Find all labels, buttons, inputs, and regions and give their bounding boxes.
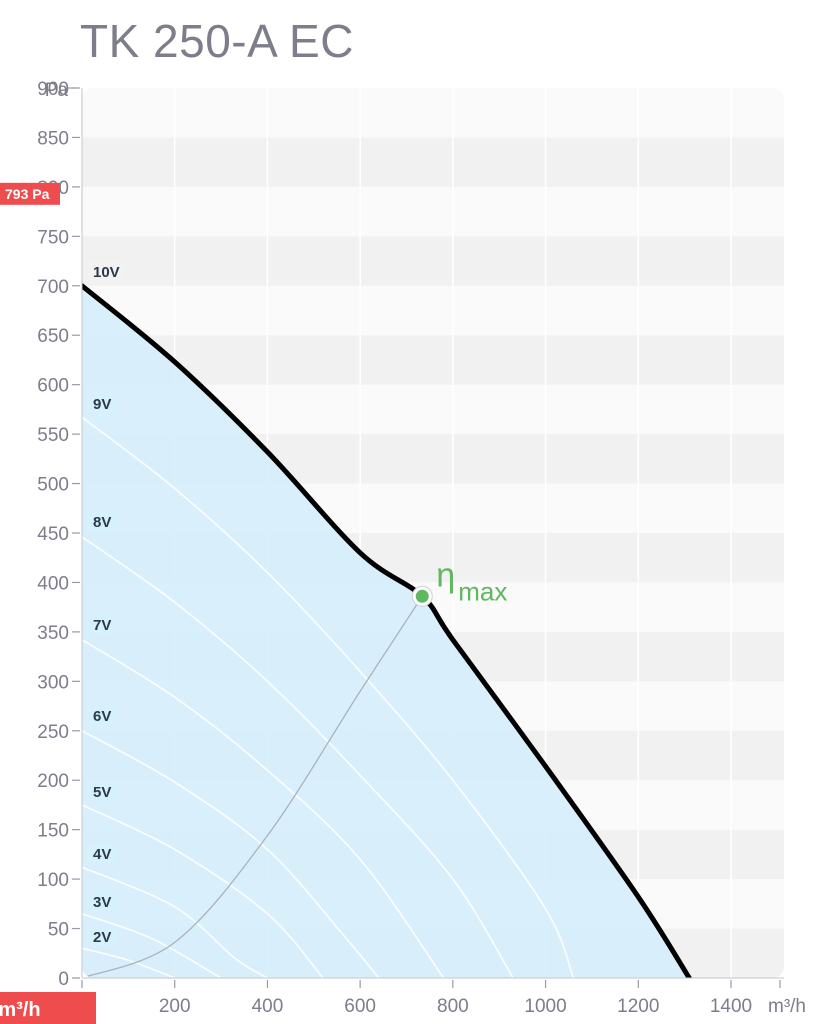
y-tick-label: 300 <box>37 672 69 693</box>
voltage-label-8V: 8V <box>93 514 111 531</box>
voltage-label-bg <box>88 705 116 726</box>
y-tick-label: 750 <box>37 227 69 248</box>
voltage-curve-8V <box>82 536 514 978</box>
voltage-label-6V: 6V <box>93 708 111 725</box>
voltage-label-bg <box>88 511 116 532</box>
y-unit-label: Pa <box>45 80 69 101</box>
grid-band <box>82 285 784 336</box>
voltage-label-bg <box>88 926 116 947</box>
voltage-label-9V: 9V <box>93 396 111 413</box>
voltage-label-5V: 5V <box>93 784 111 801</box>
voltage-curve-9V <box>82 416 575 978</box>
voltage-label-bg <box>88 614 116 635</box>
voltage-label-bg <box>88 843 116 864</box>
y-tick-label: 700 <box>37 277 69 298</box>
voltage-curve-6V <box>82 730 380 978</box>
voltage-label-bg <box>88 393 116 414</box>
voltage-label-2V: 2V <box>93 929 111 946</box>
y-tick-label: 50 <box>48 920 69 941</box>
x-tick-label: 1400 <box>710 996 752 1017</box>
y-tick-label: 500 <box>37 475 69 496</box>
y-tick-label: 350 <box>37 623 69 644</box>
y-tick-label: 250 <box>37 722 69 743</box>
efficiency-label: η <box>436 556 455 594</box>
x-tick-label: 800 <box>437 996 469 1017</box>
voltage-label-4V: 4V <box>93 846 111 863</box>
voltage-curve-3V <box>82 912 222 978</box>
efficiency-curve <box>82 595 423 978</box>
y-tick-label: 400 <box>37 573 69 594</box>
x-tick-label: 1200 <box>617 996 659 1017</box>
efficiency-label-sub: max <box>458 576 507 606</box>
grid-band <box>82 137 784 187</box>
grid-band <box>82 186 784 237</box>
y-tick-label: 850 <box>37 128 69 149</box>
voltage-curve-7V <box>82 639 445 978</box>
x-tick-label: 200 <box>159 996 191 1017</box>
x-tick-label: 600 <box>344 996 376 1017</box>
operating-area <box>82 285 690 978</box>
x-tick-label: 400 <box>252 996 284 1017</box>
voltage-label-10V: 10V <box>93 264 120 281</box>
voltage-label-7V: 7V <box>93 617 111 634</box>
y-tick-label: 650 <box>37 326 69 347</box>
grid-band <box>82 88 784 138</box>
y-tick-label: 100 <box>37 870 69 891</box>
y-highlight-label: 793 Pa <box>5 186 50 202</box>
y-tick-label: 600 <box>37 376 69 397</box>
grid-band <box>82 335 784 385</box>
y-tick-label: 0 <box>58 969 69 990</box>
voltage-label-bg <box>88 781 116 802</box>
chart-title: TK 250-A EC <box>80 15 354 67</box>
x-highlight-badge <box>0 992 96 1024</box>
y-highlight-badge <box>0 182 60 205</box>
voltage-label-3V: 3V <box>93 894 111 911</box>
grid-band <box>82 236 784 286</box>
x-tick-label: 1000 <box>524 996 566 1017</box>
voltage-label-bg <box>88 891 116 912</box>
y-tick-label: 150 <box>37 821 69 842</box>
y-tick-label: 550 <box>37 425 69 446</box>
voltage-curve-2V <box>82 947 176 978</box>
x-unit-label: m³/h <box>768 996 806 1017</box>
efficiency-point <box>415 589 429 603</box>
x-highlight-label: 734 m³/h <box>0 999 41 1021</box>
voltage-curve-4V <box>82 866 268 978</box>
voltage-label-bg <box>88 261 124 282</box>
voltage-curve-5V <box>82 804 324 978</box>
y-tick-label: 450 <box>37 524 69 545</box>
y-tick-label: 200 <box>37 771 69 792</box>
y-tick-label: 900 <box>37 79 69 100</box>
